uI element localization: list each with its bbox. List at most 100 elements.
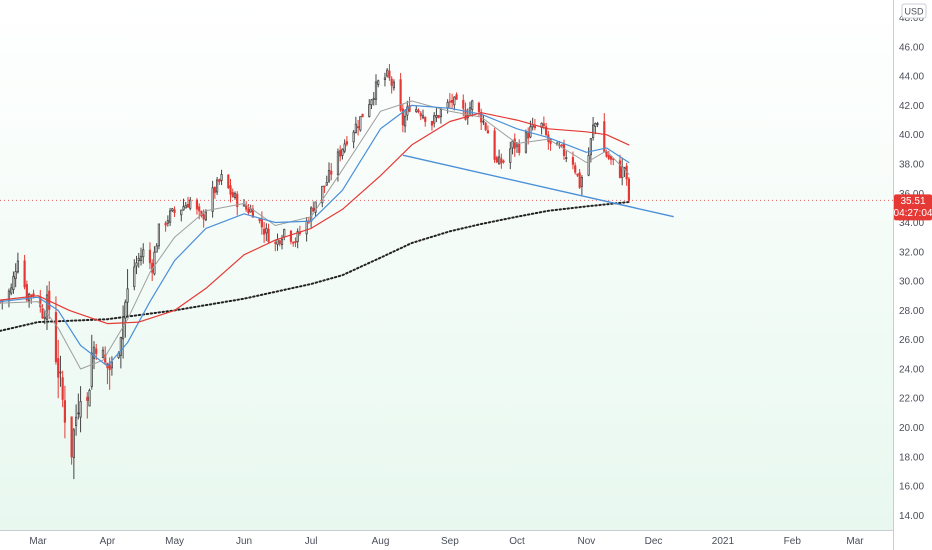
- candle: [213, 186, 216, 199]
- candle: [401, 104, 404, 133]
- candle: [27, 292, 31, 308]
- candle: [352, 130, 355, 149]
- candle: [126, 269, 129, 317]
- y-tick-label: 32.00: [899, 247, 924, 258]
- candle: [589, 138, 592, 163]
- y-tick-label: 18.00: [899, 452, 924, 463]
- candle: [417, 108, 420, 114]
- y-tick-label: 44.00: [899, 72, 924, 83]
- candle: [70, 416, 73, 465]
- candle: [168, 207, 172, 226]
- y-tick-label: 30.00: [899, 277, 924, 288]
- candle: [562, 139, 566, 160]
- candle: [540, 122, 543, 135]
- candle: [578, 168, 581, 189]
- candle: [511, 140, 514, 155]
- candle: [23, 254, 26, 290]
- trendline[interactable]: [402, 154, 674, 218]
- candle: [39, 289, 42, 313]
- candle: [278, 239, 281, 247]
- candle: [43, 311, 46, 325]
- time-axis-background[interactable]: [0, 530, 893, 550]
- candle: [133, 259, 136, 291]
- candle: [500, 153, 503, 169]
- candle: [612, 158, 615, 166]
- y-tick-label: 42.00: [899, 101, 924, 112]
- candle: [236, 191, 239, 216]
- candle: [312, 201, 315, 212]
- candle: [195, 198, 199, 215]
- candle: [421, 109, 425, 120]
- candle: [327, 162, 331, 184]
- candle: [618, 154, 622, 179]
- candle: [399, 72, 402, 112]
- price-axis-background[interactable]: [893, 0, 932, 550]
- candle: [142, 243, 145, 264]
- last-price-label: 35.51: [900, 196, 925, 207]
- countdown-label: 04:27:04: [894, 208, 932, 219]
- candle: [359, 116, 362, 132]
- candle: [377, 79, 380, 88]
- candle: [276, 233, 279, 251]
- candle: [424, 116, 427, 127]
- candle: [10, 283, 13, 296]
- candle: [341, 148, 344, 160]
- price-badge: 35.51 04:27:04: [894, 194, 932, 221]
- candle: [513, 133, 516, 157]
- y-tick-label: 38.00: [899, 160, 924, 171]
- candle: [32, 289, 35, 299]
- candle: [12, 271, 15, 294]
- y-tick-label: 36.00: [899, 189, 924, 200]
- candle: [77, 393, 80, 420]
- candle: [403, 109, 407, 133]
- candle: [166, 215, 169, 227]
- currency-label[interactable]: USD: [901, 3, 927, 19]
- candle: [184, 202, 187, 209]
- candle: [435, 107, 438, 123]
- candle: [153, 246, 156, 276]
- candle: [627, 177, 631, 203]
- candle: [406, 100, 409, 121]
- candle: [437, 114, 440, 119]
- candle: [621, 158, 624, 186]
- ema-fast-line: [0, 100, 630, 370]
- candle: [75, 404, 78, 436]
- candle: [453, 96, 456, 111]
- candle: [625, 162, 628, 186]
- candle: [545, 122, 548, 137]
- candle: [182, 198, 185, 211]
- candle: [493, 127, 496, 164]
- candle: [448, 93, 451, 109]
- x-tick-label: Nov: [578, 536, 596, 547]
- candle: [171, 207, 174, 213]
- candle: [383, 72, 387, 87]
- candle: [30, 294, 33, 304]
- candle: [314, 201, 317, 217]
- candle: [468, 101, 472, 117]
- candle: [471, 99, 474, 117]
- candle: [157, 223, 161, 250]
- x-tick-label: Aug: [372, 536, 390, 547]
- candle: [155, 243, 158, 253]
- candle: [180, 209, 183, 222]
- candle: [321, 185, 324, 208]
- candle: [16, 252, 19, 274]
- candle: [415, 105, 418, 113]
- x-tick-label: Jul: [305, 536, 318, 547]
- candle: [390, 76, 393, 94]
- candle: [124, 299, 127, 338]
- y-tick-label: 34.00: [899, 218, 924, 229]
- candle: [484, 122, 487, 132]
- currency-label-text: USD: [904, 7, 924, 17]
- plot-background: [0, 0, 893, 530]
- candle: [289, 229, 293, 245]
- candle: [247, 203, 250, 215]
- candle: [439, 107, 442, 124]
- candle: [110, 356, 113, 376]
- candle: [251, 204, 255, 218]
- candle: [220, 169, 223, 186]
- ema-mid-line: [0, 104, 630, 367]
- candle: [565, 150, 568, 163]
